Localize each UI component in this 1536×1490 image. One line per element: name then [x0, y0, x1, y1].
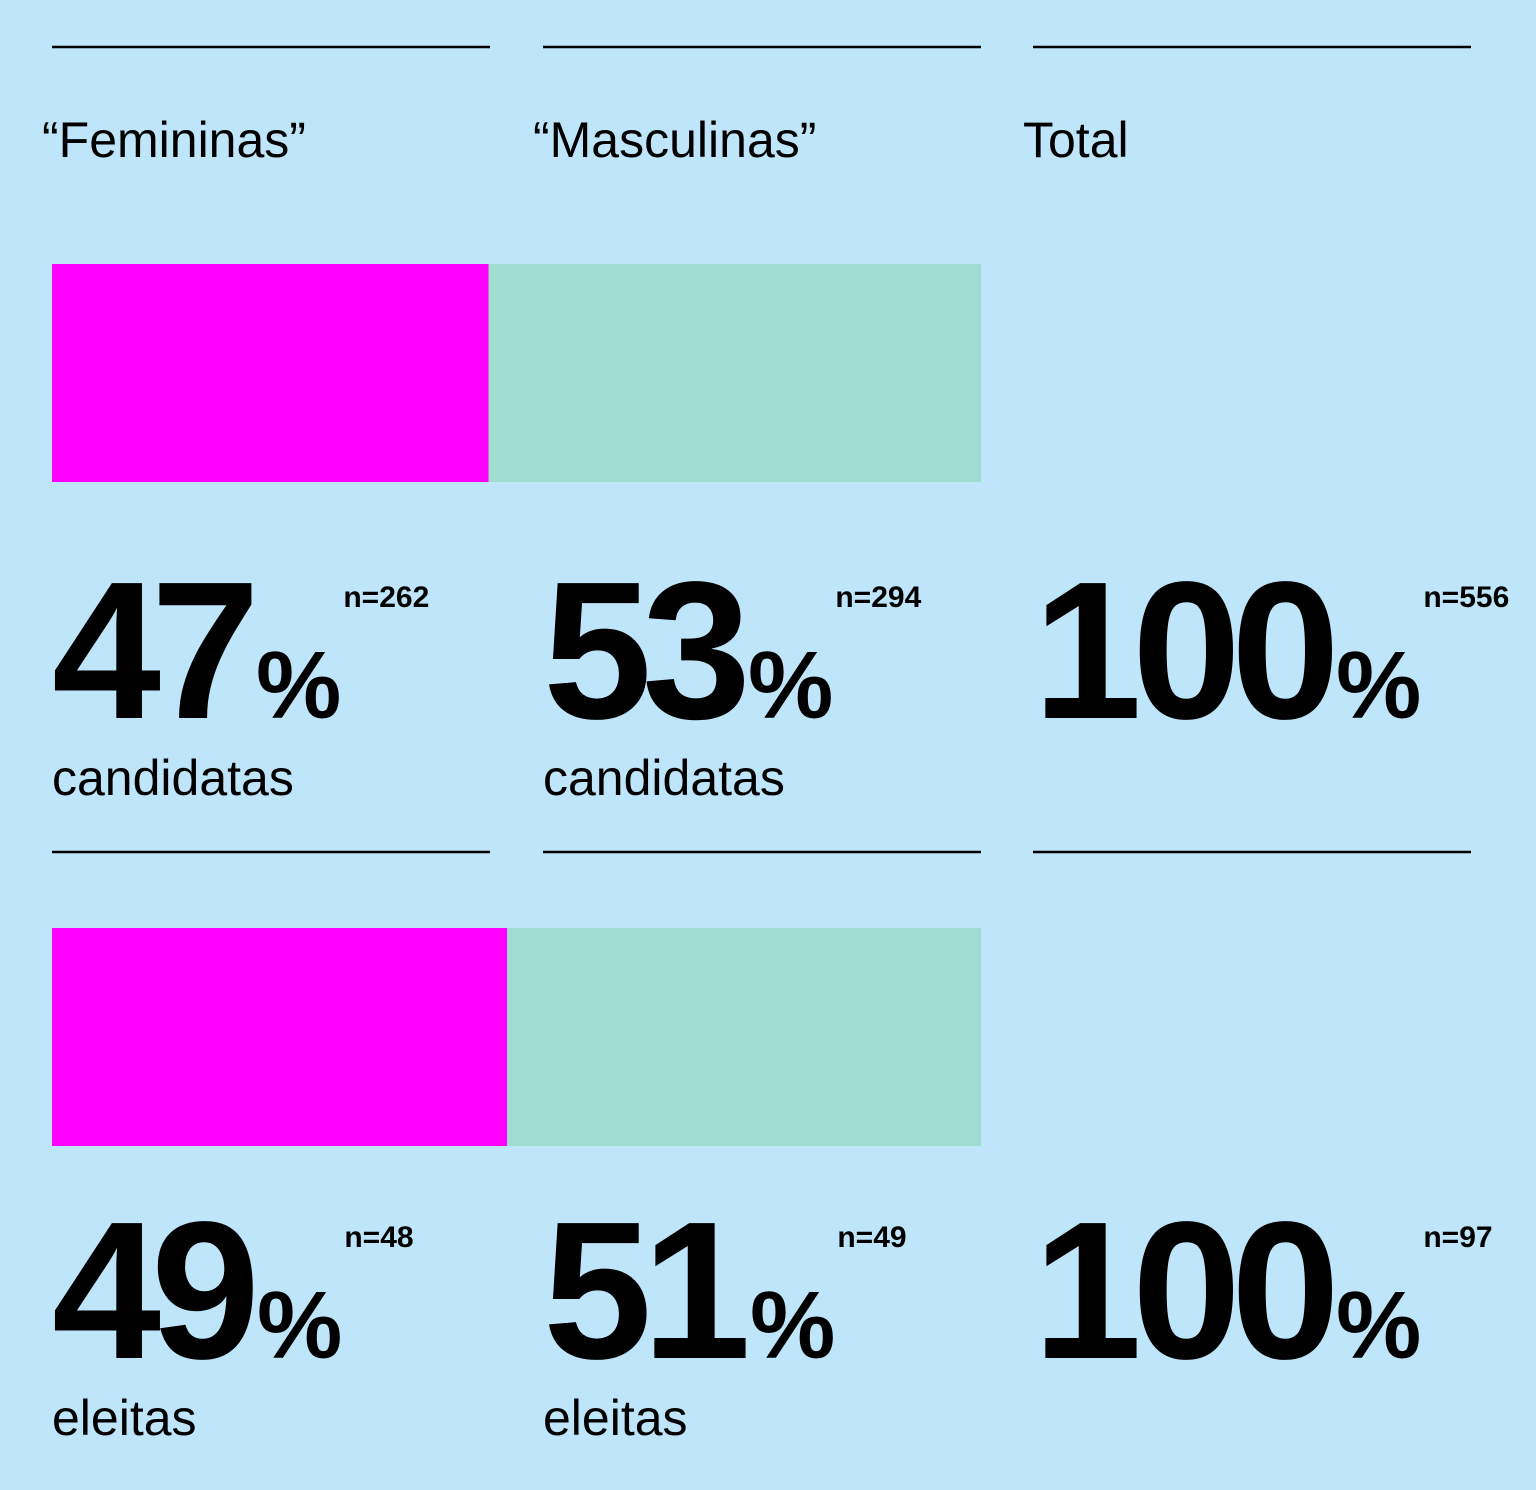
sample-size: n=48	[344, 1221, 413, 1254]
column-header: “Femininas”	[42, 112, 306, 168]
column-header: Total	[1023, 112, 1129, 168]
column-header: “Masculinas”	[533, 112, 816, 168]
percent-value: 51	[543, 1181, 746, 1400]
percent-unit: %	[748, 632, 833, 739]
percent-unit: %	[750, 1272, 835, 1379]
row-label: candidatas	[543, 750, 785, 806]
percent-value: 47	[52, 541, 252, 760]
sample-size: n=556	[1423, 581, 1509, 614]
percent-unit: %	[257, 1272, 342, 1379]
bar-segment	[52, 264, 489, 482]
row-label: eleitas	[52, 1390, 197, 1446]
percent-value: 100	[1033, 541, 1332, 760]
percent-unit: %	[1336, 1272, 1421, 1379]
sample-size: n=262	[343, 581, 429, 614]
percent-unit: %	[1336, 632, 1421, 739]
percent-value: 53	[543, 541, 744, 760]
bar-segment	[488, 264, 981, 482]
bar-segment	[52, 928, 508, 1146]
percent-value: 49	[52, 1181, 253, 1400]
row-label: eleitas	[543, 1390, 688, 1446]
sample-size: n=97	[1423, 1221, 1492, 1254]
percent-value: 100	[1033, 1181, 1332, 1400]
bar-segment	[507, 928, 981, 1146]
row-label: candidatas	[52, 750, 294, 806]
percent-unit: %	[256, 632, 341, 739]
sample-size: n=294	[835, 581, 921, 614]
sample-size: n=49	[837, 1221, 906, 1254]
